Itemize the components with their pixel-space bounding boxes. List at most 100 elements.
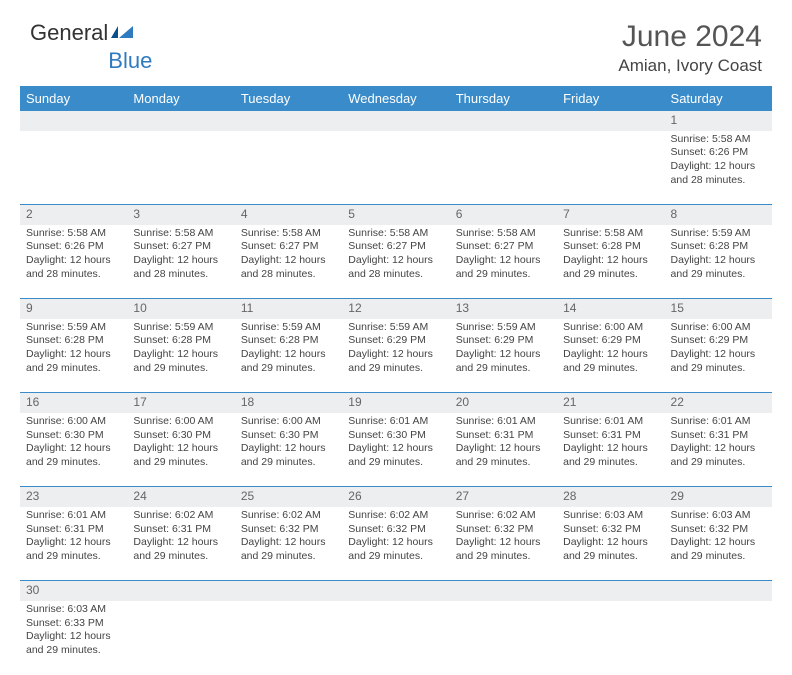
day-details: Sunrise: 5:59 AMSunset: 6:28 PMDaylight:…: [127, 319, 234, 380]
day-cell: Sunrise: 6:01 AMSunset: 6:30 PMDaylight:…: [342, 413, 449, 487]
day-details: Sunrise: 6:01 AMSunset: 6:31 PMDaylight:…: [450, 413, 557, 474]
day-number: 6: [450, 205, 557, 225]
day-number: 24: [127, 487, 234, 507]
day-details: Sunrise: 5:58 AMSunset: 6:27 PMDaylight:…: [127, 225, 234, 286]
day-cell: Sunrise: 6:03 AMSunset: 6:32 PMDaylight:…: [557, 507, 664, 581]
day-number: 21: [557, 393, 664, 413]
day-number: 22: [665, 393, 772, 413]
day-cell: Sunrise: 5:58 AMSunset: 6:27 PMDaylight:…: [342, 225, 449, 299]
day-number: 13: [450, 299, 557, 319]
day-cell: [235, 601, 342, 675]
day-cell: [342, 601, 449, 675]
day-cell: [557, 601, 664, 675]
weekday-header: Saturday: [665, 86, 772, 111]
day-cell: Sunrise: 6:03 AMSunset: 6:32 PMDaylight:…: [665, 507, 772, 581]
day-cell: [450, 601, 557, 675]
day-number: 23: [20, 487, 127, 507]
day-body-row: Sunrise: 6:01 AMSunset: 6:31 PMDaylight:…: [20, 507, 772, 581]
day-cell: Sunrise: 6:02 AMSunset: 6:32 PMDaylight:…: [342, 507, 449, 581]
day-cell: [665, 601, 772, 675]
day-cell: [342, 131, 449, 205]
logo-text-a: General: [30, 20, 108, 46]
day-cell: Sunrise: 5:59 AMSunset: 6:28 PMDaylight:…: [665, 225, 772, 299]
day-number: 12: [342, 299, 449, 319]
day-number: 28: [557, 487, 664, 507]
day-number: [235, 581, 342, 601]
day-cell: [450, 131, 557, 205]
day-number: 19: [342, 393, 449, 413]
day-number: 10: [127, 299, 234, 319]
day-number: 29: [665, 487, 772, 507]
weekday-header: Friday: [557, 86, 664, 111]
day-details: Sunrise: 5:58 AMSunset: 6:27 PMDaylight:…: [450, 225, 557, 286]
day-details: Sunrise: 6:00 AMSunset: 6:29 PMDaylight:…: [665, 319, 772, 380]
day-number: 20: [450, 393, 557, 413]
day-cell: Sunrise: 5:58 AMSunset: 6:26 PMDaylight:…: [665, 131, 772, 205]
day-details: Sunrise: 5:59 AMSunset: 6:29 PMDaylight:…: [342, 319, 449, 380]
day-number: 15: [665, 299, 772, 319]
day-number: [127, 111, 234, 131]
day-cell: Sunrise: 6:00 AMSunset: 6:30 PMDaylight:…: [235, 413, 342, 487]
day-number-row: 16171819202122: [20, 393, 772, 413]
day-details: Sunrise: 5:58 AMSunset: 6:26 PMDaylight:…: [665, 131, 772, 192]
day-details: Sunrise: 5:59 AMSunset: 6:28 PMDaylight:…: [20, 319, 127, 380]
day-number: [127, 581, 234, 601]
day-number: [665, 581, 772, 601]
day-details: Sunrise: 5:59 AMSunset: 6:28 PMDaylight:…: [665, 225, 772, 286]
day-cell: Sunrise: 6:01 AMSunset: 6:31 PMDaylight:…: [557, 413, 664, 487]
day-number: [450, 581, 557, 601]
day-number: [342, 111, 449, 131]
day-details: Sunrise: 6:00 AMSunset: 6:30 PMDaylight:…: [235, 413, 342, 474]
day-cell: Sunrise: 5:58 AMSunset: 6:28 PMDaylight:…: [557, 225, 664, 299]
day-number-row: 2345678: [20, 205, 772, 225]
location: Amian, Ivory Coast: [618, 56, 762, 76]
day-cell: Sunrise: 5:59 AMSunset: 6:29 PMDaylight:…: [342, 319, 449, 393]
day-cell: Sunrise: 6:00 AMSunset: 6:30 PMDaylight:…: [127, 413, 234, 487]
day-details: Sunrise: 5:59 AMSunset: 6:28 PMDaylight:…: [235, 319, 342, 380]
day-number-row: 1: [20, 111, 772, 131]
day-body-row: Sunrise: 6:03 AMSunset: 6:33 PMDaylight:…: [20, 601, 772, 675]
day-cell: Sunrise: 5:59 AMSunset: 6:28 PMDaylight:…: [127, 319, 234, 393]
day-cell: Sunrise: 6:01 AMSunset: 6:31 PMDaylight:…: [665, 413, 772, 487]
day-cell: [20, 131, 127, 205]
logo-text-b: Blue: [108, 48, 152, 73]
day-details: Sunrise: 5:58 AMSunset: 6:26 PMDaylight:…: [20, 225, 127, 286]
day-details: Sunrise: 6:02 AMSunset: 6:32 PMDaylight:…: [235, 507, 342, 568]
day-number: 11: [235, 299, 342, 319]
day-cell: Sunrise: 5:58 AMSunset: 6:27 PMDaylight:…: [127, 225, 234, 299]
day-cell: [235, 131, 342, 205]
day-number: 7: [557, 205, 664, 225]
day-cell: Sunrise: 5:59 AMSunset: 6:28 PMDaylight:…: [235, 319, 342, 393]
day-cell: Sunrise: 6:03 AMSunset: 6:33 PMDaylight:…: [20, 601, 127, 675]
day-number: [450, 111, 557, 131]
day-cell: Sunrise: 6:00 AMSunset: 6:29 PMDaylight:…: [557, 319, 664, 393]
day-number: 9: [20, 299, 127, 319]
day-number-row: 30: [20, 581, 772, 601]
day-number: 14: [557, 299, 664, 319]
day-details: Sunrise: 6:02 AMSunset: 6:31 PMDaylight:…: [127, 507, 234, 568]
day-number: 30: [20, 581, 127, 601]
day-number: [20, 111, 127, 131]
day-cell: Sunrise: 6:01 AMSunset: 6:31 PMDaylight:…: [450, 413, 557, 487]
day-body-row: Sunrise: 5:58 AMSunset: 6:26 PMDaylight:…: [20, 225, 772, 299]
day-body-row: Sunrise: 5:59 AMSunset: 6:28 PMDaylight:…: [20, 319, 772, 393]
logo-text-b-wrap: GeneralBlue: [30, 48, 152, 74]
day-details: Sunrise: 6:02 AMSunset: 6:32 PMDaylight:…: [450, 507, 557, 568]
weekday-header: Tuesday: [235, 86, 342, 111]
day-details: Sunrise: 6:01 AMSunset: 6:31 PMDaylight:…: [665, 413, 772, 474]
day-details: Sunrise: 6:03 AMSunset: 6:33 PMDaylight:…: [20, 601, 127, 662]
day-body-row: Sunrise: 6:00 AMSunset: 6:30 PMDaylight:…: [20, 413, 772, 487]
day-cell: Sunrise: 5:58 AMSunset: 6:27 PMDaylight:…: [235, 225, 342, 299]
day-details: Sunrise: 6:01 AMSunset: 6:30 PMDaylight:…: [342, 413, 449, 474]
day-number: [342, 581, 449, 601]
month-title: June 2024: [618, 20, 762, 54]
weekday-header: Wednesday: [342, 86, 449, 111]
calendar-table: Sunday Monday Tuesday Wednesday Thursday…: [20, 86, 772, 675]
day-number: [235, 111, 342, 131]
day-number: [557, 111, 664, 131]
day-details: Sunrise: 5:58 AMSunset: 6:27 PMDaylight:…: [342, 225, 449, 286]
day-number: 4: [235, 205, 342, 225]
day-number: 25: [235, 487, 342, 507]
day-number: 16: [20, 393, 127, 413]
weekday-header: Sunday: [20, 86, 127, 111]
